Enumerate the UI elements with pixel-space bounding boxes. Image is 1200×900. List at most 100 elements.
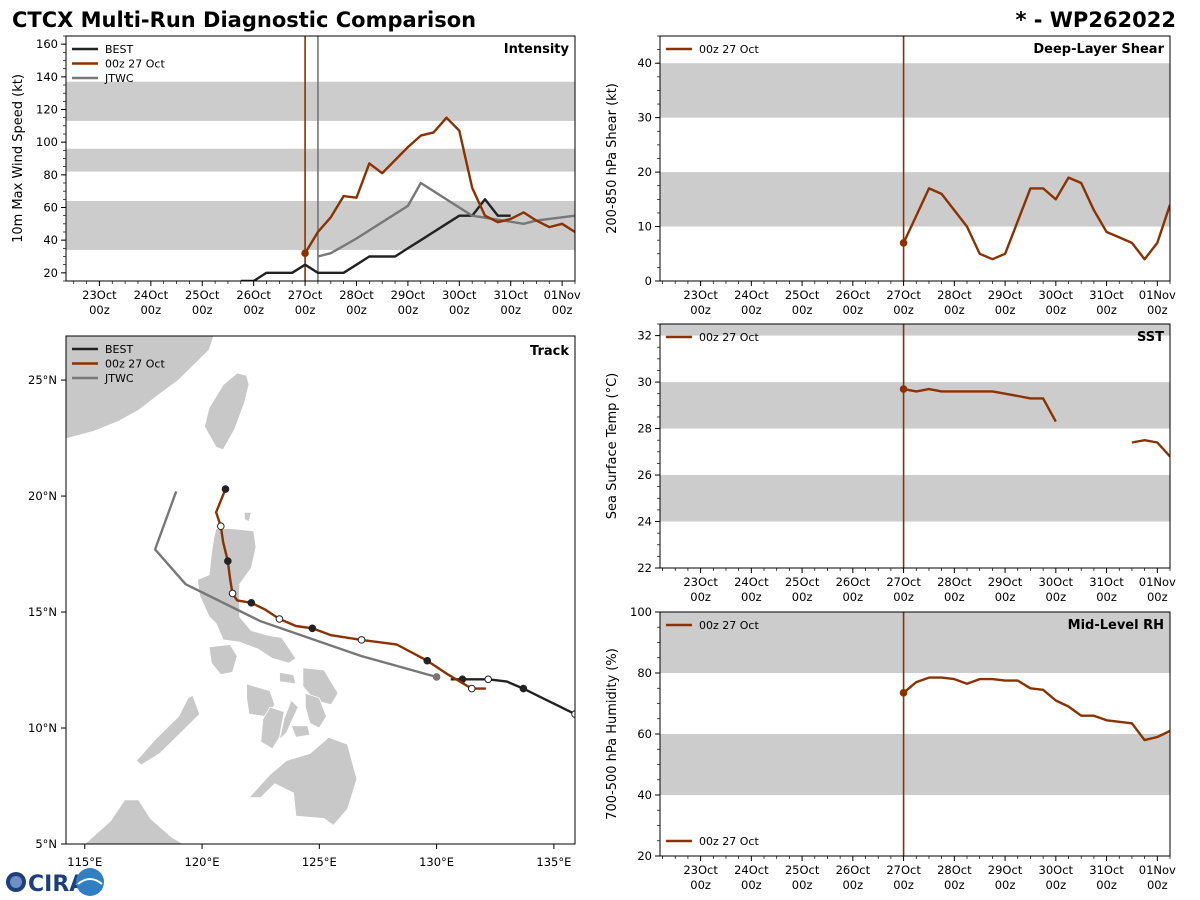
rh-xtick-hour-8: 00z xyxy=(1096,878,1117,892)
rh-xtick-day-0: 23Oct xyxy=(683,863,718,877)
sst-band-0 xyxy=(660,475,1170,522)
sst-frame xyxy=(659,323,1171,569)
track-ytick-label-2: 15°N xyxy=(28,605,57,619)
track-xtick-label-4: 135°E xyxy=(536,855,571,869)
sst-xtick-hour-8: 00z xyxy=(1096,590,1117,604)
shear-xtick-hour-2: 00z xyxy=(792,303,813,317)
rh-xtick-day-4: 27Oct xyxy=(886,863,921,877)
sst-xtick-day-2: 25Oct xyxy=(785,575,820,589)
land-mindoro xyxy=(208,644,238,676)
track-ytick-label-0: 5°N xyxy=(35,837,57,851)
intensity-xtick-day-3: 26Oct xyxy=(236,288,271,302)
legend-label-0: 00z 27 Oct xyxy=(699,43,759,56)
track-ytick-label-4: 25°N xyxy=(28,373,57,387)
rh-xtick-hour-2: 00z xyxy=(792,878,813,892)
track-point-2-0 xyxy=(467,684,476,693)
sst-ytick-label-5: 32 xyxy=(637,329,652,343)
land-borneo xyxy=(84,799,185,844)
sst-series-0-start-point xyxy=(899,385,908,393)
intensity-band-2 xyxy=(66,81,575,121)
shear-xtick-day-8: 31Oct xyxy=(1089,288,1124,302)
sst-xtick-day-7: 30Oct xyxy=(1039,575,1074,589)
track-series-1 xyxy=(153,490,437,679)
intensity-xtick-hour-4: 00z xyxy=(295,303,316,317)
intensity-xtick-day-7: 30Oct xyxy=(442,288,477,302)
intensity-xtick-day-0: 23Oct xyxy=(82,288,117,302)
shear-xtick-hour-6: 00z xyxy=(995,303,1016,317)
land-palawan xyxy=(135,694,201,766)
sst-xtick-hour-7: 00z xyxy=(1045,590,1066,604)
land-china-coast xyxy=(66,336,215,440)
intensity-xtick-day-8: 31Oct xyxy=(493,288,528,302)
rh-xtick-day-3: 26Oct xyxy=(836,863,871,877)
shear-title: Deep-Layer Shear xyxy=(1033,42,1164,57)
land-mindanao xyxy=(248,736,358,826)
rh-xtick-day-5: 28Oct xyxy=(937,863,972,877)
track-point-2-1 xyxy=(423,656,432,665)
shear-series-0-start-point xyxy=(899,239,908,247)
land-leyte xyxy=(304,692,327,729)
track-series-1-start-point xyxy=(432,673,441,681)
intensity-xtick-hour-3: 00z xyxy=(243,303,264,317)
sst-xtick-hour-1: 00z xyxy=(741,590,762,604)
cira-logo: CIRA xyxy=(6,868,104,897)
intensity-series-2 xyxy=(304,116,575,254)
intensity-series-0 xyxy=(240,198,511,281)
sst-xtick-hour-4: 00z xyxy=(893,590,914,604)
sst-xtick-day-5: 28Oct xyxy=(937,575,972,589)
rh-xtick-hour-6: 00z xyxy=(995,878,1016,892)
rh-xtick-hour-1: 00z xyxy=(741,878,762,892)
shear-xtick-hour-7: 00z xyxy=(1045,303,1066,317)
rh-ytick-label-4: 100 xyxy=(630,605,652,619)
shear-xtick-hour-3: 00z xyxy=(842,303,863,317)
rh-xtick-day-1: 24Oct xyxy=(734,863,769,877)
shear-xtick-day-4: 27Oct xyxy=(886,288,921,302)
sst-series-0 xyxy=(903,387,1057,423)
intensity-xtick-hour-0: 00z xyxy=(89,303,110,317)
intensity-xtick-day-4: 27Oct xyxy=(288,288,323,302)
shear-xtick-hour-4: 00z xyxy=(893,303,914,317)
sst-xtick-hour-5: 00z xyxy=(944,590,965,604)
land-bohol xyxy=(290,725,311,738)
sst-xtick-hour-9: 00z xyxy=(1147,590,1168,604)
rh-series-0-start-point xyxy=(899,689,908,697)
rh-series-0 xyxy=(902,676,1170,742)
sst-title: SST xyxy=(1137,330,1164,345)
shear-ytick-label-3: 30 xyxy=(637,111,652,125)
rh-xtick-hour-4: 00z xyxy=(893,878,914,892)
shear-xtick-hour-8: 00z xyxy=(1096,303,1117,317)
sst-xtick-hour-0: 00z xyxy=(690,590,711,604)
shear-xtick-hour-5: 00z xyxy=(944,303,965,317)
rh-ytick-label-2: 60 xyxy=(637,727,652,741)
legend-label-0: BEST xyxy=(105,343,133,356)
track-point-2-4 xyxy=(275,615,284,623)
sst-ytick-label-0: 22 xyxy=(637,561,652,575)
legend-label-0: 00z 27 Oct xyxy=(699,619,759,632)
sst-ytick-label-2: 26 xyxy=(637,468,652,482)
intensity-band-1 xyxy=(66,148,575,172)
rh-xtick-hour-7: 00z xyxy=(1045,878,1066,892)
rh-xtick-hour-9: 00z xyxy=(1147,878,1168,892)
track-point-2-9 xyxy=(221,485,230,493)
shear-xtick-day-1: 24Oct xyxy=(734,288,769,302)
track-point-0-2 xyxy=(484,675,493,684)
shear-xtick-hour-9: 00z xyxy=(1147,303,1168,317)
shear-ytick-label-0: 0 xyxy=(645,274,652,288)
rh-xtick-hour-3: 00z xyxy=(842,878,863,892)
sst-xtick-hour-3: 00z xyxy=(842,590,863,604)
sst-ytick-label-3: 28 xyxy=(637,422,652,436)
sst-ytick-label-4: 30 xyxy=(637,375,652,389)
rh-xtick-day-9: 01Nov xyxy=(1139,863,1176,877)
shear-xtick-day-5: 28Oct xyxy=(937,288,972,302)
sst-xtick-day-4: 27Oct xyxy=(886,575,921,589)
sst-xtick-day-8: 31Oct xyxy=(1089,575,1124,589)
track-xtick-label-3: 130°E xyxy=(419,855,454,869)
storm-label: * - WP262022 xyxy=(1015,8,1176,32)
track-point-2-8 xyxy=(217,522,225,531)
track-series-0 xyxy=(450,678,575,716)
legend-label-0: BEST xyxy=(105,43,133,56)
land-taiwan xyxy=(203,372,250,451)
intensity-ytick-label-0: 20 xyxy=(43,266,58,280)
intensity-ylabel: 10m Max Wind Speed (kt) xyxy=(11,74,26,243)
intensity-xtick-hour-8: 00z xyxy=(500,303,521,317)
